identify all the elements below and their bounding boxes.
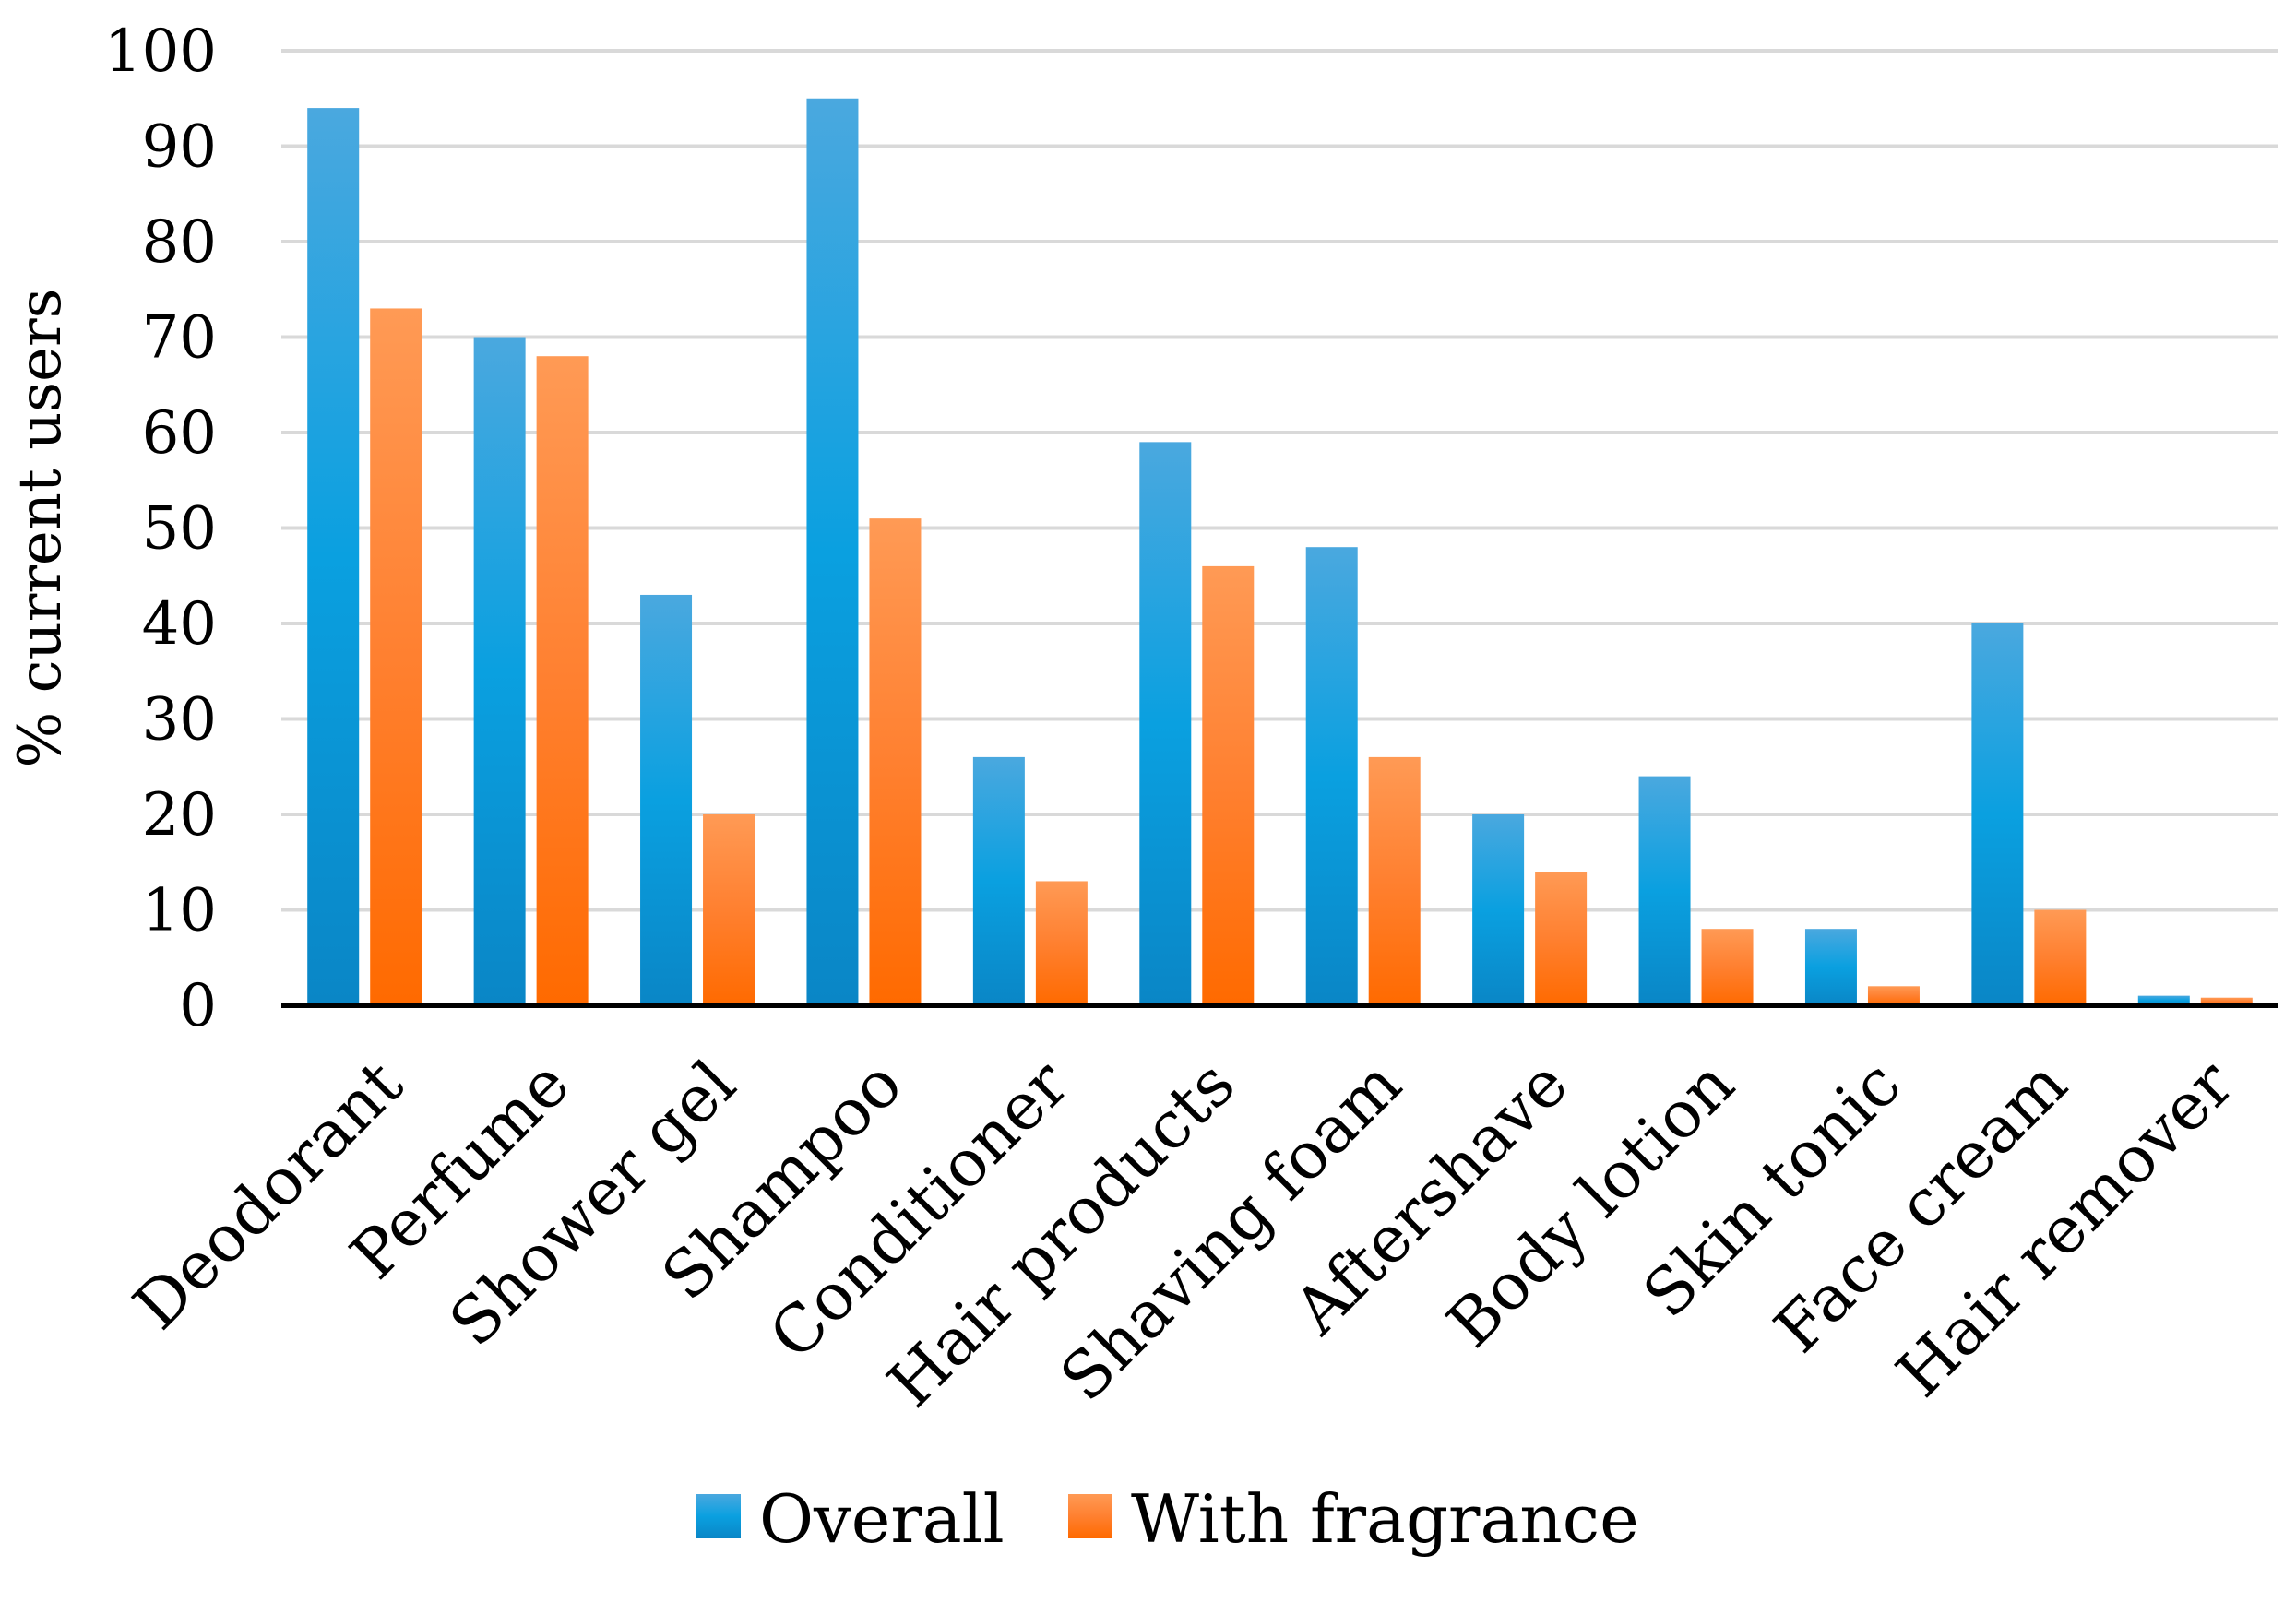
bar-with-fragrance	[1535, 872, 1588, 1005]
bar-with-fragrance	[536, 356, 589, 1005]
bar-with-fragrance	[1867, 986, 1920, 1005]
legend: Overall With fragrance	[696, 1480, 1639, 1558]
bar-with-fragrance	[2034, 909, 2087, 1005]
y-tick-label: 50	[142, 495, 217, 564]
bar-overall	[2137, 995, 2190, 1005]
bar-overall	[972, 756, 1025, 1005]
y-tick-label: 30	[142, 686, 217, 754]
bar-overall	[1139, 442, 1192, 1006]
bar-with-fragrance	[703, 814, 755, 1005]
bar-with-fragrance	[1368, 756, 1421, 1005]
bar-with-fragrance	[1035, 881, 1088, 1005]
x-category-label: Deodorant	[119, 1046, 417, 1344]
bar-with-fragrance	[370, 308, 422, 1005]
bar-with-fragrance	[1701, 929, 1754, 1005]
y-tick-label: 70	[142, 304, 217, 373]
gridlines	[281, 49, 2278, 912]
bar-overall	[1971, 623, 2024, 1005]
y-axis-title: % current users	[6, 289, 75, 768]
bar-overall	[1804, 929, 1857, 1005]
bars	[307, 98, 2253, 1006]
bar-with-fragrance	[2200, 997, 2253, 1005]
bar-overall	[1305, 547, 1358, 1005]
bar-overall	[1472, 814, 1525, 1005]
bar-overall	[640, 594, 693, 1005]
y-tick-label: 60	[142, 399, 217, 468]
y-tick-label: 40	[142, 590, 217, 659]
legend-swatch	[696, 1494, 741, 1538]
x-category-label: Body lotion	[1433, 1046, 1749, 1362]
y-axis-tick-labels: 0 10 20 30 40 50 60 70 80 90 100	[104, 18, 217, 1040]
y-tick-label: 90	[142, 113, 217, 182]
bar-with-fragrance	[869, 518, 922, 1005]
y-tick-label: 100	[104, 18, 217, 86]
bar-overall	[473, 337, 526, 1005]
bar-overall	[806, 98, 859, 1005]
y-tick-label: 80	[142, 208, 217, 277]
bar-overall	[307, 108, 360, 1006]
legend-swatch	[1068, 1494, 1112, 1538]
y-tick-label: 20	[142, 781, 217, 849]
bar-overall	[1638, 776, 1691, 1005]
legend-label: With fragrance	[1131, 1480, 1639, 1558]
y-tick-label: 10	[142, 877, 217, 945]
bar-with-fragrance	[1202, 565, 1255, 1005]
y-tick-label: 0	[179, 972, 217, 1040]
legend-label: Overall	[759, 1480, 1005, 1558]
